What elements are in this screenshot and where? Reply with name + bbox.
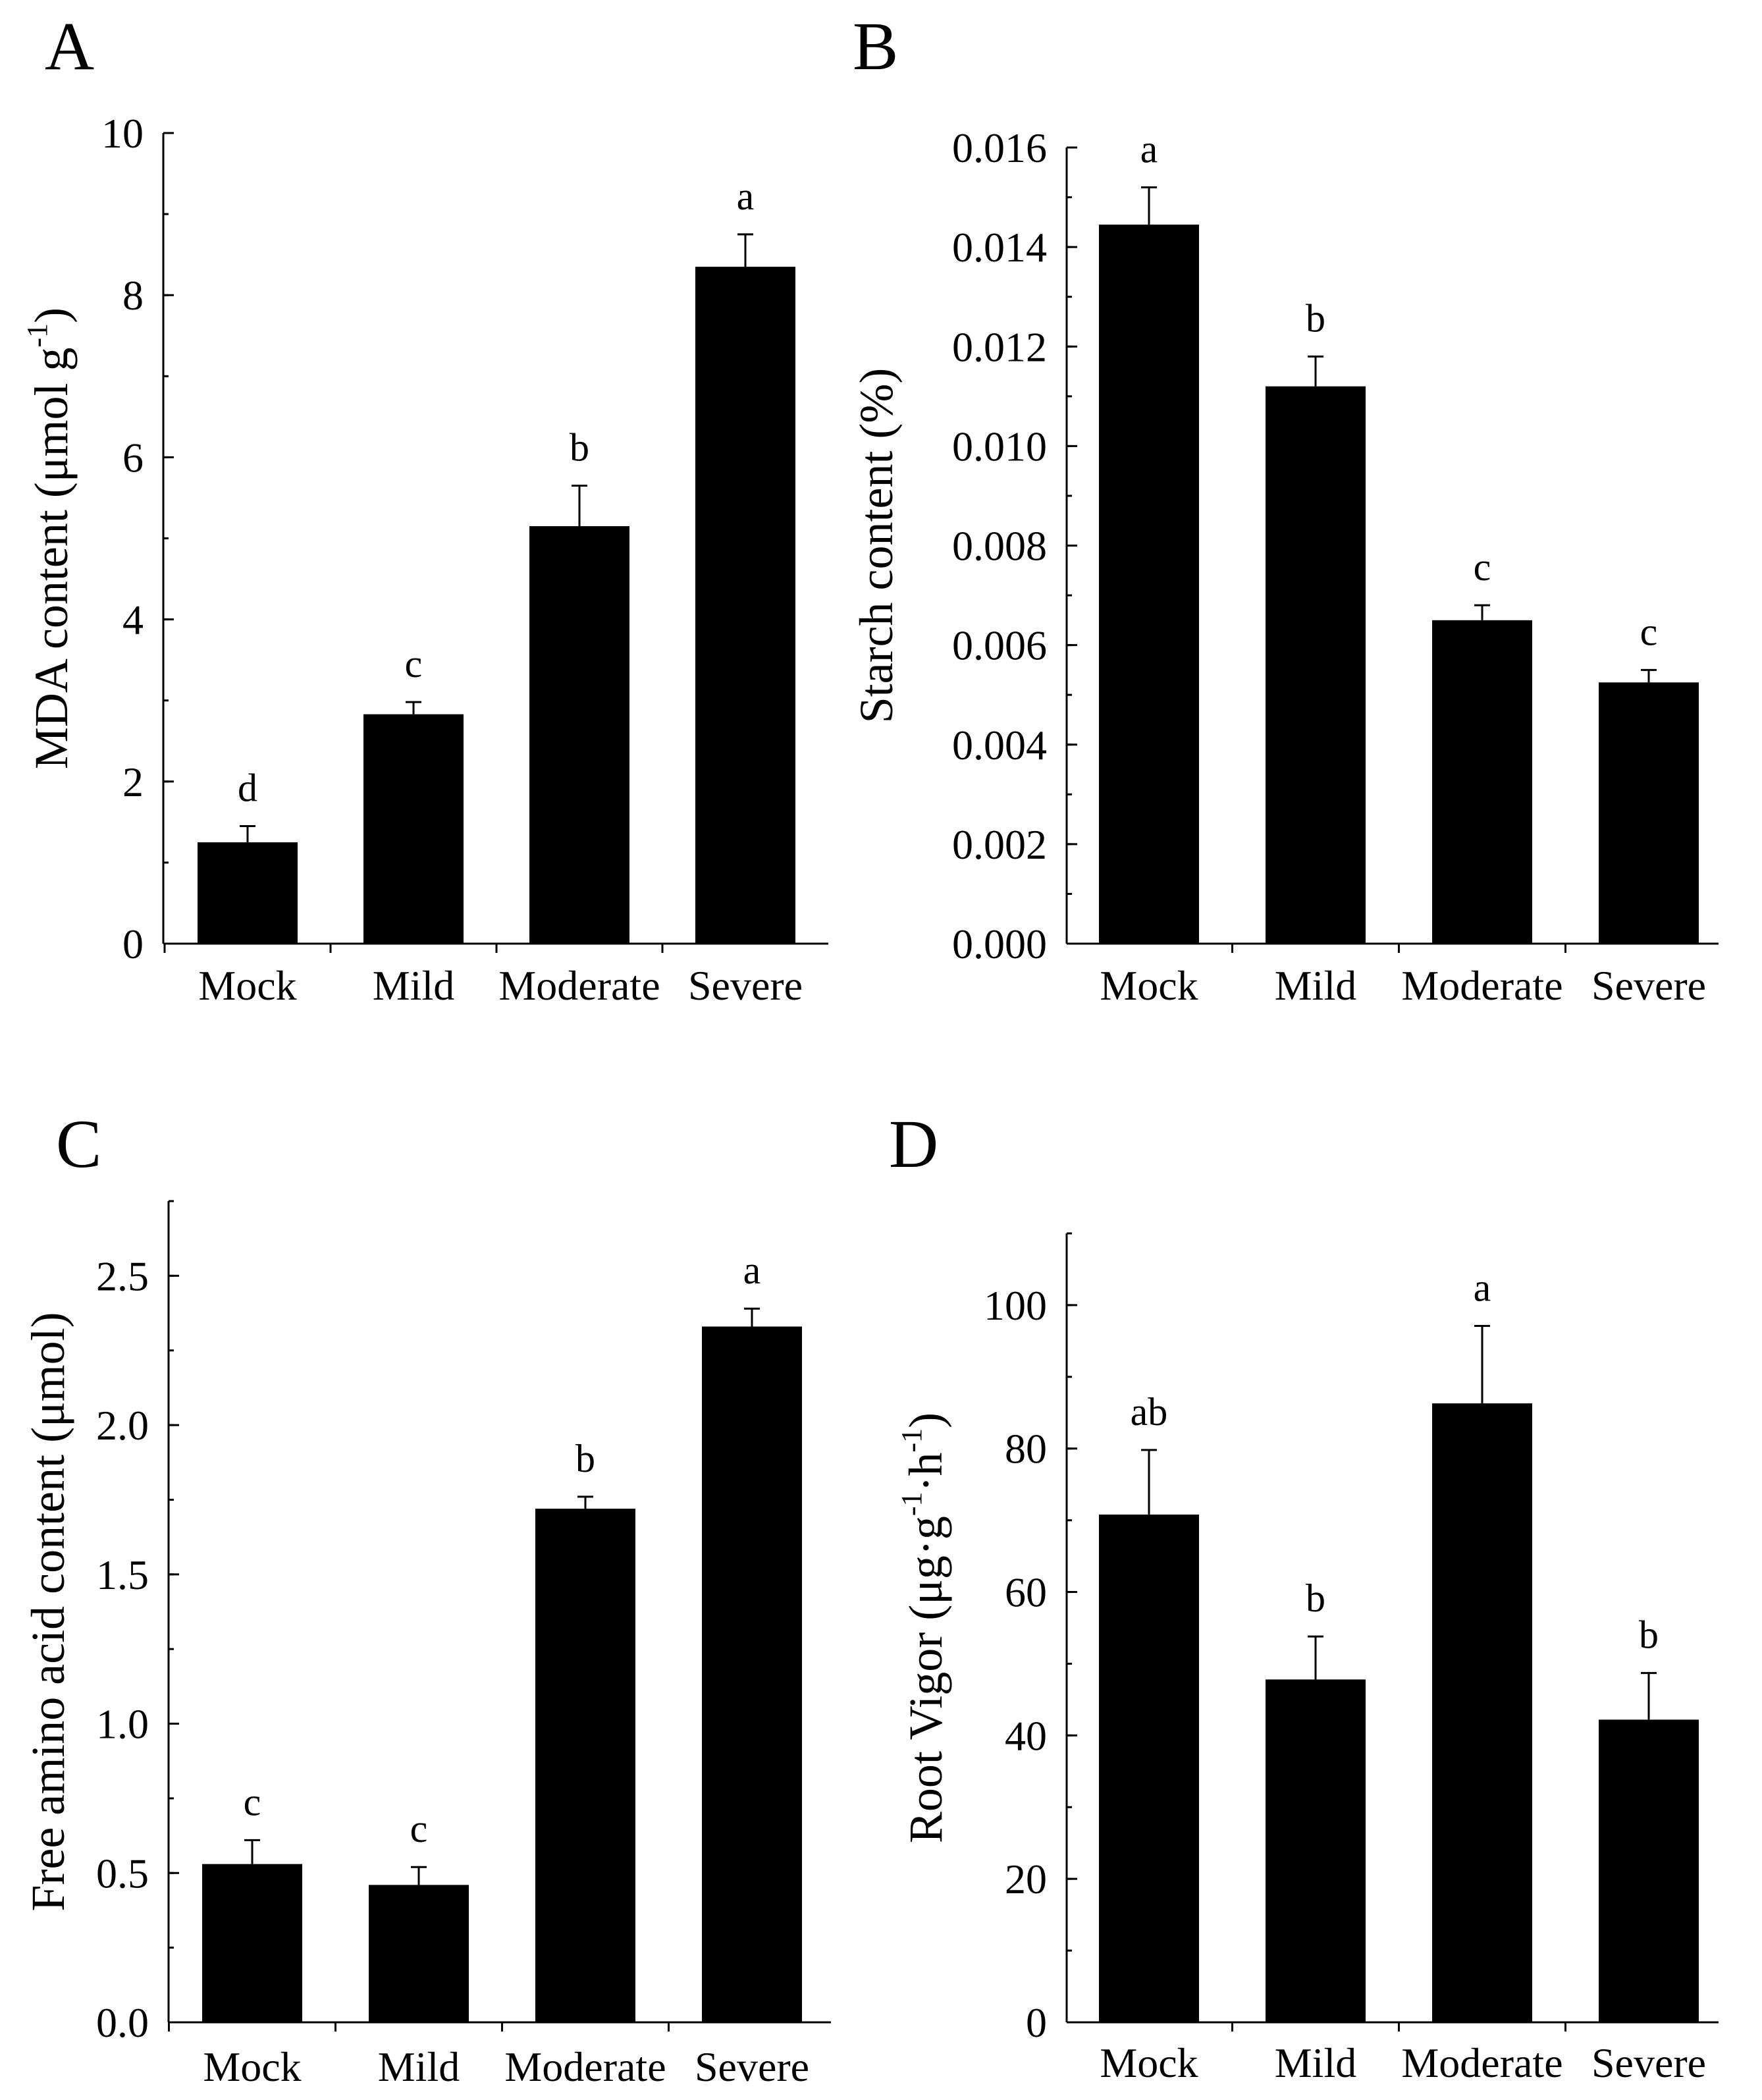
panel-d-y-tick-label: 40 xyxy=(1005,1712,1047,1759)
panel-d-y-axis-title-ylabel-end: ) xyxy=(899,1413,952,1428)
panel-b-significance-label: c xyxy=(1640,610,1658,653)
panel-a-significance-label: d xyxy=(238,767,257,810)
panel-b-y-axis-title-ylabel-main: Starch content (%) xyxy=(850,368,903,724)
panel-b-category-label: Mild xyxy=(1275,962,1356,1009)
panel-a-significance-label: c xyxy=(405,642,423,686)
panel-a-bar-mock xyxy=(198,842,298,944)
panel-a-category-label: Mild xyxy=(373,962,454,1009)
panel-d-category-label: Mock xyxy=(1100,2039,1198,2086)
panel-d-y-tick-label: 100 xyxy=(984,1282,1047,1329)
panel-b-y-tick-label: 0.012 xyxy=(952,323,1047,370)
panel-a-y-tick-label: 2 xyxy=(122,759,144,805)
panel-a-y-tick-label: 0 xyxy=(122,921,144,967)
panel-d-y-axis-title-ylabel-sup: -1 xyxy=(895,1492,928,1517)
panel-c-category-label: Severe xyxy=(695,2043,809,2090)
panel-c-y-tick-label: 2.5 xyxy=(96,1252,149,1299)
panel-d-bar-severe xyxy=(1599,1719,1699,2022)
panel-a-letter: A xyxy=(45,9,94,84)
panel-c-significance-label: c xyxy=(410,1807,428,1850)
panel-d-y-axis-title: Root Vigor (μg·g-1·h-1) xyxy=(895,1413,952,1843)
panel-b-y-tick-label: 0.016 xyxy=(952,124,1047,171)
panel-c-bar-moderate xyxy=(535,1509,635,2022)
panel-b-category-label: Moderate xyxy=(1401,962,1562,1009)
panel-d-bar-mild xyxy=(1266,1679,1366,2022)
panel-a-y-axis-title: MDA content (μmol g-1) xyxy=(21,308,78,769)
panel-a-bar-severe xyxy=(695,267,795,944)
panel-d-y-tick-label: 80 xyxy=(1005,1426,1047,1472)
panel-c-category-label: Mild xyxy=(378,2043,460,2090)
panel-b: B 0.000 0.002 0.004 0.006 0.008 0.010 0.012 0.01… xyxy=(850,9,1719,1009)
panel-d-bar-moderate xyxy=(1432,1403,1532,2022)
panel-c-y-tick-label: 0.5 xyxy=(96,1850,149,1897)
panel-b-category-label: Severe xyxy=(1591,962,1706,1009)
panel-b-bar-severe xyxy=(1599,682,1699,944)
panel-b-y-tick-label: 0.000 xyxy=(952,921,1047,967)
panel-b-y-tick-label: 0.004 xyxy=(952,722,1047,768)
panel-b-bar-moderate xyxy=(1432,620,1532,944)
panel-d-significance-label: ab xyxy=(1131,1390,1168,1434)
panel-d-y-tick-label: 60 xyxy=(1005,1569,1047,1616)
panel-d-significance-label: b xyxy=(1306,1576,1325,1620)
panel-d-y-tick-label: 0 xyxy=(1026,1999,1047,2046)
panel-c-bar-mild xyxy=(369,1885,469,2022)
panel-b-y-tick-label: 0.010 xyxy=(952,423,1047,470)
panel-c-y-tick-label: 1.5 xyxy=(96,1551,149,1598)
panel-c-bar-mock xyxy=(202,1864,302,2022)
panel-a-y-tick-label: 10 xyxy=(101,110,144,157)
panel-a-y-axis-title-ylabel-sup: -1 xyxy=(21,323,53,348)
panel-c-category-label: Moderate xyxy=(504,2043,666,2090)
panel-a-bar-moderate xyxy=(529,526,629,944)
panel-b-category-label: Mock xyxy=(1100,962,1198,1009)
panel-a-significance-label: b xyxy=(570,425,589,469)
panel-b-significance-label: c xyxy=(1474,545,1491,589)
panel-a: A 0 2 4 6 8 10 d Mock c Mild b Moderate a Severe MDA co… xyxy=(21,9,828,1009)
panel-c-y-tick-label: 1.0 xyxy=(96,1701,149,1748)
panel-d-y-axis-title-ylabel-main: Root Vigor (μg·g xyxy=(899,1516,952,1843)
panel-c-bar-severe xyxy=(702,1326,802,2022)
panel-b-letter: B xyxy=(853,9,898,84)
panel-d-letter: D xyxy=(889,1106,938,1182)
panel-d-significance-label: a xyxy=(1474,1266,1491,1309)
panel-a-significance-label: a xyxy=(737,175,755,218)
panel-c-letter: C xyxy=(56,1106,101,1182)
panel-b-y-tick-label: 0.008 xyxy=(952,523,1047,570)
panels-group: A 0 2 4 6 8 10 d Mock c Mild b Moderate a Severe MDA co… xyxy=(21,9,1719,2090)
panel-b-bar-mild xyxy=(1266,386,1366,944)
panel-d-y-tick-label: 20 xyxy=(1005,1856,1047,1902)
panel-b-bar-mock xyxy=(1099,225,1199,944)
panel-d: D 0 20 40 60 80 100 ab Mock b Mild a Moderate b Severe… xyxy=(889,1106,1719,2086)
panel-c-y-tick-label: 0.0 xyxy=(96,1999,149,2046)
panel-c-y-axis-title: Free amino acid content (μmol) xyxy=(22,1312,74,1911)
panel-c-significance-label: b xyxy=(575,1437,595,1480)
panel-c-significance-label: c xyxy=(244,1780,261,1823)
panel-c: C 0.0 0.5 1.0 1.5 2.0 2.5 c Mock c Mild b Moderate a S… xyxy=(22,1106,831,2090)
panel-c-category-label: Mock xyxy=(203,2043,301,2090)
panel-a-category-label: Mock xyxy=(198,962,296,1009)
panel-a-y-axis-title-ylabel-end: ) xyxy=(25,308,78,323)
panel-b-y-tick-label: 0.014 xyxy=(952,224,1047,271)
panel-b-significance-label: b xyxy=(1306,296,1325,340)
panel-b-y-tick-label: 0.006 xyxy=(952,622,1047,669)
panel-c-y-tick-label: 2.0 xyxy=(96,1402,149,1449)
panel-d-category-label: Mild xyxy=(1275,2039,1356,2086)
panel-b-y-tick-label: 0.002 xyxy=(952,821,1047,868)
panel-a-bar-mild xyxy=(363,714,464,944)
panel-a-y-tick-label: 6 xyxy=(122,434,144,481)
panel-d-category-label: Severe xyxy=(1591,2039,1706,2086)
panel-b-significance-label: a xyxy=(1140,127,1158,171)
panel-d-significance-label: b xyxy=(1639,1613,1659,1657)
panel-d-y-axis-title-ylabel-mid: ·h xyxy=(899,1453,952,1492)
panel-a-category-label: Moderate xyxy=(498,962,660,1009)
panel-a-y-tick-label: 4 xyxy=(122,597,144,643)
panel-a-y-axis-title-ylabel-main: MDA content (μmol g xyxy=(25,348,78,770)
panel-c-y-axis-title-ylabel-main: Free amino acid content (μmol) xyxy=(22,1312,74,1911)
panel-c-significance-label: a xyxy=(743,1249,761,1292)
panel-a-y-tick-label: 8 xyxy=(122,272,144,319)
panel-d-y-axis-title-ylabel-sup2: -1 xyxy=(895,1428,928,1453)
panel-b-y-axis-title: Starch content (%) xyxy=(850,368,903,724)
panel-a-category-label: Severe xyxy=(688,962,803,1009)
panel-d-bar-mock xyxy=(1099,1514,1199,2022)
panel-d-category-label: Moderate xyxy=(1401,2039,1562,2086)
